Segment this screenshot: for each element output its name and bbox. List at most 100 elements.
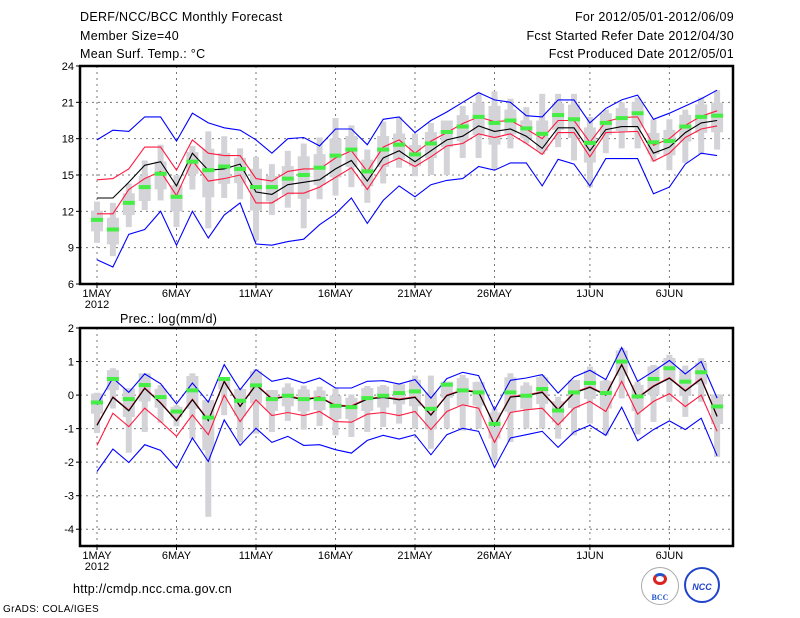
member-marker — [329, 403, 342, 408]
member-size: Member Size=40 — [80, 29, 180, 43]
range-bar — [205, 400, 212, 517]
member-marker — [552, 408, 565, 413]
mean-line — [96, 363, 718, 428]
lower-spread-line — [97, 125, 718, 215]
x-tick-label: 11MAY — [239, 288, 274, 300]
x-tick-label: 6MAY — [162, 288, 192, 300]
quartile-box — [297, 156, 310, 199]
member-marker — [154, 395, 167, 400]
member-marker — [472, 390, 485, 395]
y-tick-label: 18 — [62, 134, 74, 146]
member-marker — [409, 389, 421, 394]
upper-plot-title: Mean Surf. Temp.: °C — [80, 47, 206, 61]
member-marker — [456, 388, 469, 393]
quartile-box — [250, 168, 262, 211]
y-tick-label: 15 — [62, 170, 74, 182]
member-marker — [361, 169, 374, 174]
member-marker — [377, 147, 390, 152]
member-marker — [536, 387, 549, 392]
member-marker — [679, 124, 692, 129]
plot-frame — [78, 64, 735, 286]
range-bar — [443, 381, 450, 429]
member-marker — [265, 185, 278, 190]
year-label: 2012 — [85, 299, 109, 311]
y-tick-label: 2 — [68, 323, 74, 335]
member-marker — [313, 165, 326, 170]
member-marker — [711, 113, 724, 118]
member-marker — [695, 114, 708, 119]
y-tick-label: -1 — [64, 424, 74, 436]
member-marker — [393, 142, 406, 147]
source-url[interactable]: http://cmdp.ncc.cma.gov.cn — [73, 582, 233, 596]
x-tick-label: 6JUN — [656, 288, 684, 300]
min-line — [96, 152, 718, 268]
member-marker — [122, 200, 135, 205]
member-marker — [695, 370, 708, 375]
bcc-logo-text: BCC — [651, 593, 669, 602]
ncc-logo: NCC — [684, 567, 720, 603]
member-marker — [186, 388, 199, 393]
x-tick-label: 21MAY — [397, 550, 433, 562]
member-marker — [520, 126, 533, 131]
range-bar — [714, 394, 721, 458]
member-marker — [631, 394, 644, 399]
member-marker — [456, 124, 469, 129]
y-tick-label: 6 — [68, 279, 74, 291]
x-tick-label: 6MAY — [162, 550, 192, 562]
max-line — [96, 89, 718, 154]
member-marker — [202, 415, 215, 420]
member-marker — [91, 217, 103, 222]
quartile-box — [218, 378, 231, 390]
bcc-logo-emblem — [653, 573, 667, 585]
member-marker — [122, 397, 135, 402]
produced-date: Fcst Produced Date 2012/05/01 — [548, 47, 734, 61]
member-marker — [265, 397, 278, 402]
x-tick-label: 1JUN — [576, 550, 604, 562]
x-tick-label: 1MAY — [82, 288, 112, 300]
member-marker — [297, 173, 310, 177]
member-marker — [138, 185, 151, 190]
member-marker — [297, 397, 310, 402]
member-marker — [615, 116, 628, 121]
member-marker — [218, 164, 231, 169]
member-marker — [440, 130, 453, 135]
member-marker — [329, 153, 342, 158]
x-tick-label: 1JUN — [576, 288, 604, 300]
y-tick-label: 21 — [62, 97, 74, 109]
min-line — [96, 406, 718, 472]
lower-plot-title: Prec.: log(mm/d) — [120, 312, 218, 326]
member-marker — [281, 176, 294, 181]
year-label: 2012 — [85, 561, 109, 573]
range-bar — [125, 388, 132, 453]
member-marker — [234, 398, 247, 403]
member-marker — [313, 397, 326, 402]
grads-credit: GrADS: COLA/IGES — [3, 604, 99, 615]
temperature-panel: 6 9 12 15 18 21 24 1MAY 6MAY 11MAY 16MAY 21MAY 26MAY… — [62, 61, 735, 311]
quartile-box — [488, 105, 501, 145]
member-marker — [106, 227, 119, 232]
member-marker — [568, 390, 580, 395]
range-bar — [221, 378, 228, 416]
member-marker — [91, 400, 103, 405]
member-marker — [679, 379, 692, 384]
x-tick-label: 6JUN — [656, 550, 684, 562]
member-marker — [520, 393, 533, 398]
member-marker — [568, 117, 580, 122]
member-marker — [440, 382, 453, 387]
range-bar — [268, 390, 275, 432]
member-marker — [377, 393, 390, 398]
y-tick-label: 1 — [68, 357, 74, 369]
member-marker — [186, 159, 199, 164]
member-marker — [250, 383, 262, 388]
member-marker — [711, 404, 724, 409]
y-tick-label: 0 — [68, 390, 74, 402]
member-marker — [106, 376, 119, 381]
member-marker — [202, 168, 215, 173]
bcc-logo: BCC — [641, 567, 679, 605]
member-marker — [138, 383, 151, 388]
x-tick-label: 21MAY — [397, 288, 433, 300]
member-marker — [393, 391, 406, 396]
chart-title: DERF/NCC/BCC Monthly Forecast — [80, 10, 283, 24]
member-marker — [345, 405, 358, 410]
